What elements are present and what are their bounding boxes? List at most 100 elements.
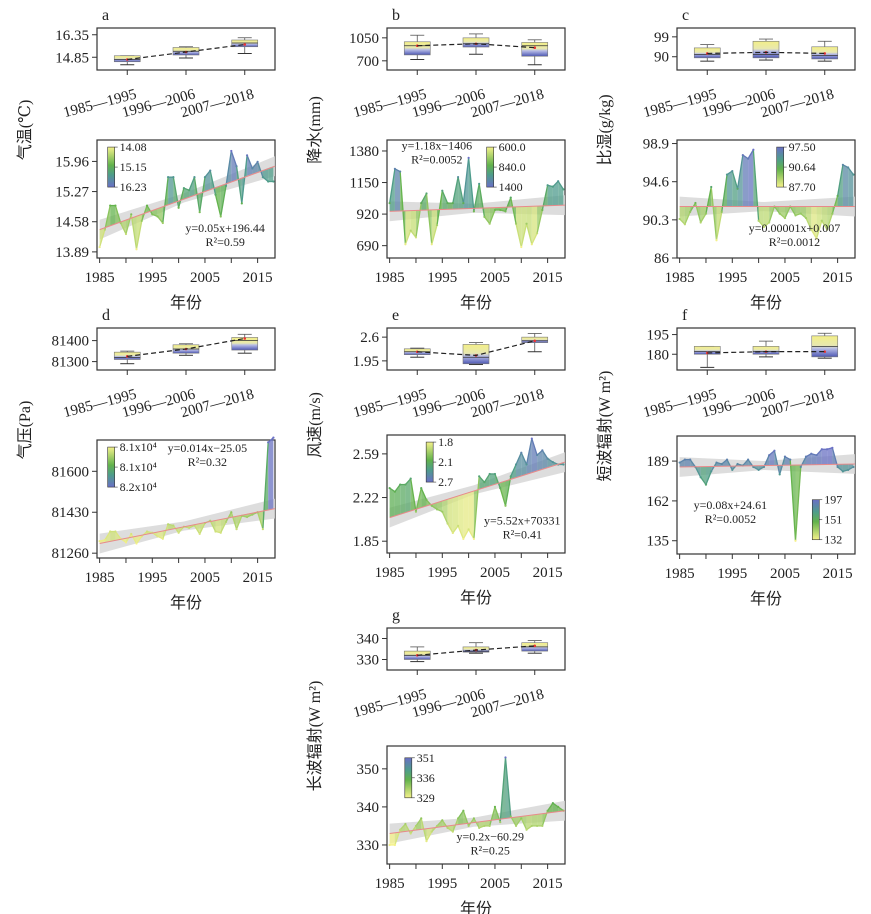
series-point bbox=[446, 202, 449, 205]
series-point bbox=[762, 465, 765, 469]
series-point bbox=[219, 531, 222, 534]
panel-label: c bbox=[682, 7, 689, 24]
ts-xtick-label: 1985 bbox=[375, 876, 405, 892]
series-point bbox=[135, 248, 138, 251]
ts-xtick-label: 2015 bbox=[533, 565, 563, 581]
series-point bbox=[541, 824, 544, 828]
box-ytick-label: 81300 bbox=[52, 355, 90, 371]
r-squared: R²=0.25 bbox=[471, 843, 510, 857]
box-mean-point bbox=[243, 337, 247, 340]
series-line-segment bbox=[499, 487, 507, 506]
series-point bbox=[509, 475, 512, 478]
series-line-segment bbox=[758, 220, 765, 228]
series-point bbox=[203, 176, 207, 179]
series-point bbox=[404, 483, 407, 486]
series-point bbox=[145, 204, 149, 207]
series-line-segment bbox=[721, 459, 728, 465]
trend-line bbox=[389, 204, 566, 212]
series-fill-segment bbox=[737, 155, 743, 207]
series-point bbox=[193, 176, 196, 179]
series-point bbox=[752, 148, 755, 151]
series-point bbox=[235, 165, 238, 168]
series-line-segment bbox=[478, 475, 485, 483]
series-point bbox=[689, 458, 692, 461]
series-point bbox=[773, 449, 776, 452]
series-point bbox=[420, 817, 423, 820]
series-point bbox=[240, 202, 243, 205]
series-fill-segment bbox=[489, 473, 495, 486]
series-point bbox=[715, 461, 718, 464]
series-line-segment bbox=[721, 174, 728, 212]
series-line-segment bbox=[705, 186, 712, 214]
series-point bbox=[841, 163, 844, 166]
series-line-segment bbox=[235, 166, 243, 204]
series-point bbox=[768, 454, 771, 457]
series-line-segment bbox=[257, 161, 264, 178]
series-fill-segment bbox=[785, 206, 791, 219]
series-line-segment bbox=[847, 167, 854, 175]
series-line-segment bbox=[831, 195, 839, 214]
series-line-segment bbox=[705, 471, 712, 485]
series-point bbox=[841, 470, 844, 473]
series-line-segment bbox=[431, 825, 438, 833]
regression-equation: y=0.2x−60.29 bbox=[456, 829, 524, 843]
series-point bbox=[499, 821, 502, 824]
ts-ytick-label: 2.59 bbox=[353, 447, 379, 463]
ts-xtick-label: 1995 bbox=[427, 876, 457, 892]
series-point bbox=[161, 537, 164, 540]
series-line-segment bbox=[826, 213, 833, 230]
series-fill-segment bbox=[821, 449, 828, 465]
series-point bbox=[467, 156, 470, 159]
series-point bbox=[520, 817, 523, 820]
series-fill-segment bbox=[484, 207, 490, 224]
y-axis-label: 风速(m/s) bbox=[306, 392, 324, 458]
series-line-segment bbox=[773, 450, 781, 475]
series-point bbox=[852, 465, 855, 469]
colorbar bbox=[486, 146, 494, 188]
series-line-segment bbox=[536, 209, 543, 234]
x-axis-label: 年份 bbox=[750, 294, 782, 312]
series-point bbox=[551, 461, 554, 464]
box-ytick-label: 1.95 bbox=[353, 354, 379, 370]
series-fill-segment bbox=[727, 171, 733, 207]
series-point bbox=[768, 221, 771, 224]
panel-g: g3303401985—19951996—20062007—2018330340… bbox=[306, 607, 566, 914]
series-line-segment bbox=[789, 459, 797, 541]
series-fill-segment bbox=[416, 203, 422, 238]
ts-ytick-label: 1.85 bbox=[353, 534, 379, 550]
series-line-segment bbox=[104, 205, 111, 230]
series-line-segment bbox=[504, 757, 512, 817]
series-line-segment bbox=[135, 535, 143, 544]
colorbar-label: 2.7 bbox=[438, 475, 453, 489]
colorbar-label: 840.0 bbox=[499, 160, 526, 174]
box-ytick-label: 81400 bbox=[52, 334, 90, 350]
series-fill-segment bbox=[684, 459, 691, 467]
ts-xtick-label: 2015 bbox=[533, 876, 563, 892]
series-point bbox=[504, 210, 507, 213]
box-body bbox=[752, 346, 780, 355]
series-fill-segment bbox=[547, 185, 553, 206]
series-line-segment bbox=[141, 531, 148, 537]
series-line-segment bbox=[736, 154, 744, 189]
series-line-segment bbox=[404, 823, 412, 834]
series-point bbox=[245, 154, 249, 157]
series-fill-segment bbox=[552, 803, 559, 813]
panel-label: f bbox=[682, 307, 688, 324]
series-point bbox=[509, 196, 512, 199]
box-mean-trend-line bbox=[127, 43, 245, 61]
series-point bbox=[514, 824, 518, 828]
colorbar-label: 8.2x10⁴ bbox=[120, 480, 157, 494]
series-line-segment bbox=[157, 216, 164, 224]
series-line-segment bbox=[773, 206, 781, 215]
series-fill-segment bbox=[484, 820, 490, 826]
series-line-segment bbox=[499, 757, 507, 823]
series-line-segment bbox=[784, 206, 791, 219]
series-point bbox=[425, 840, 428, 843]
series-line-segment bbox=[404, 478, 412, 485]
series-line-segment bbox=[557, 180, 564, 190]
r-squared: R²=0.59 bbox=[205, 235, 244, 249]
series-point bbox=[414, 824, 418, 828]
series-fill-segment bbox=[769, 206, 775, 223]
series-fill-segment bbox=[510, 816, 516, 826]
ts-xtick-label: 2015 bbox=[823, 566, 853, 582]
